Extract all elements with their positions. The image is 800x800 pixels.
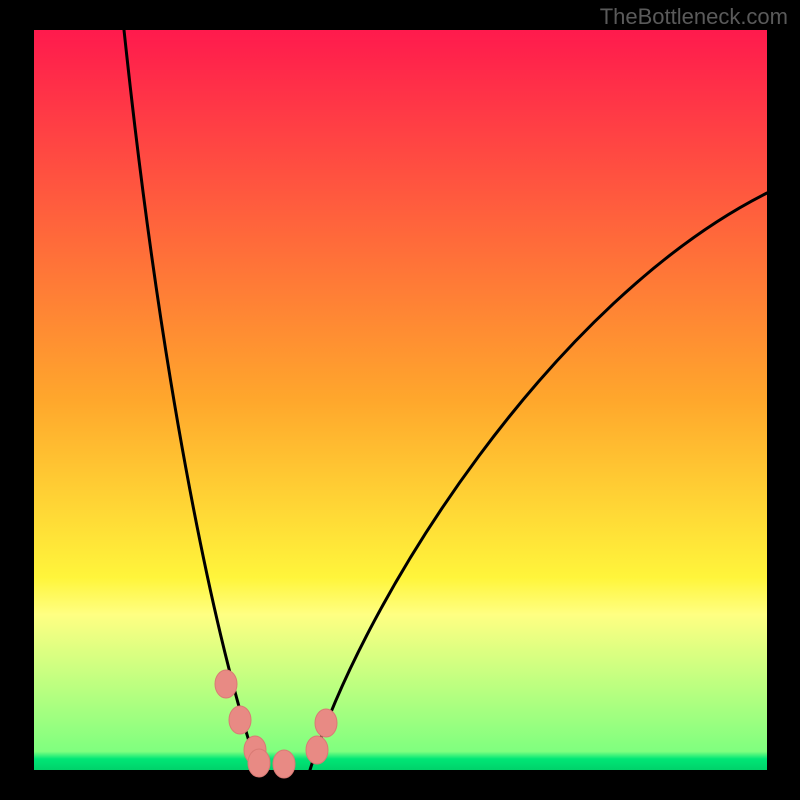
- data-marker: [315, 709, 337, 737]
- chart-plot-area: [34, 30, 767, 770]
- curve-left: [124, 30, 258, 770]
- data-marker: [248, 749, 270, 777]
- curve-right: [310, 193, 767, 770]
- chart-svg: [34, 30, 767, 770]
- watermark-text: TheBottleneck.com: [600, 4, 788, 30]
- marker-group: [215, 670, 337, 778]
- data-marker: [306, 736, 328, 764]
- data-marker: [229, 706, 251, 734]
- data-marker: [215, 670, 237, 698]
- data-marker: [273, 750, 295, 778]
